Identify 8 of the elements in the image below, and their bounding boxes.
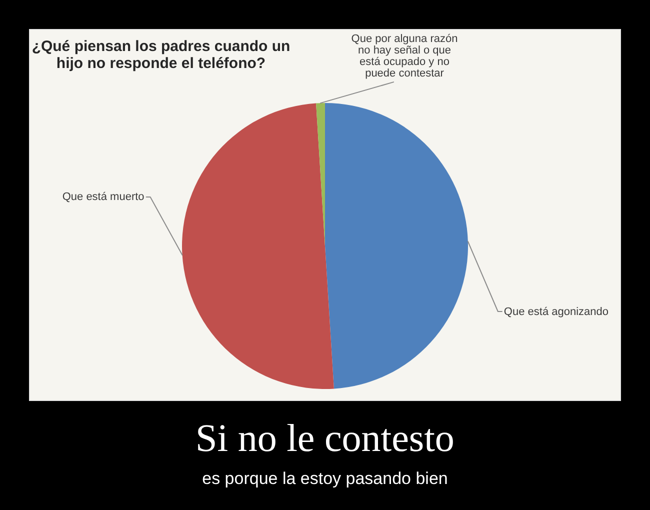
text: ¿Qué piensan los padres cuando un hijo no responde el teléfono? bbox=[32, 38, 290, 72]
slice-label: Que está agonizando bbox=[504, 306, 609, 318]
slice-label: Que por alguna razón no hay señal o que está ocupado y no puede contestar bbox=[351, 33, 458, 80]
text: Si no le contesto bbox=[194, 417, 456, 460]
text: es porque la estoy pasando bien bbox=[201, 469, 449, 488]
pie-slice bbox=[325, 103, 468, 389]
pie-slice bbox=[182, 103, 334, 389]
slice-label: Que está muerto bbox=[62, 191, 144, 204]
